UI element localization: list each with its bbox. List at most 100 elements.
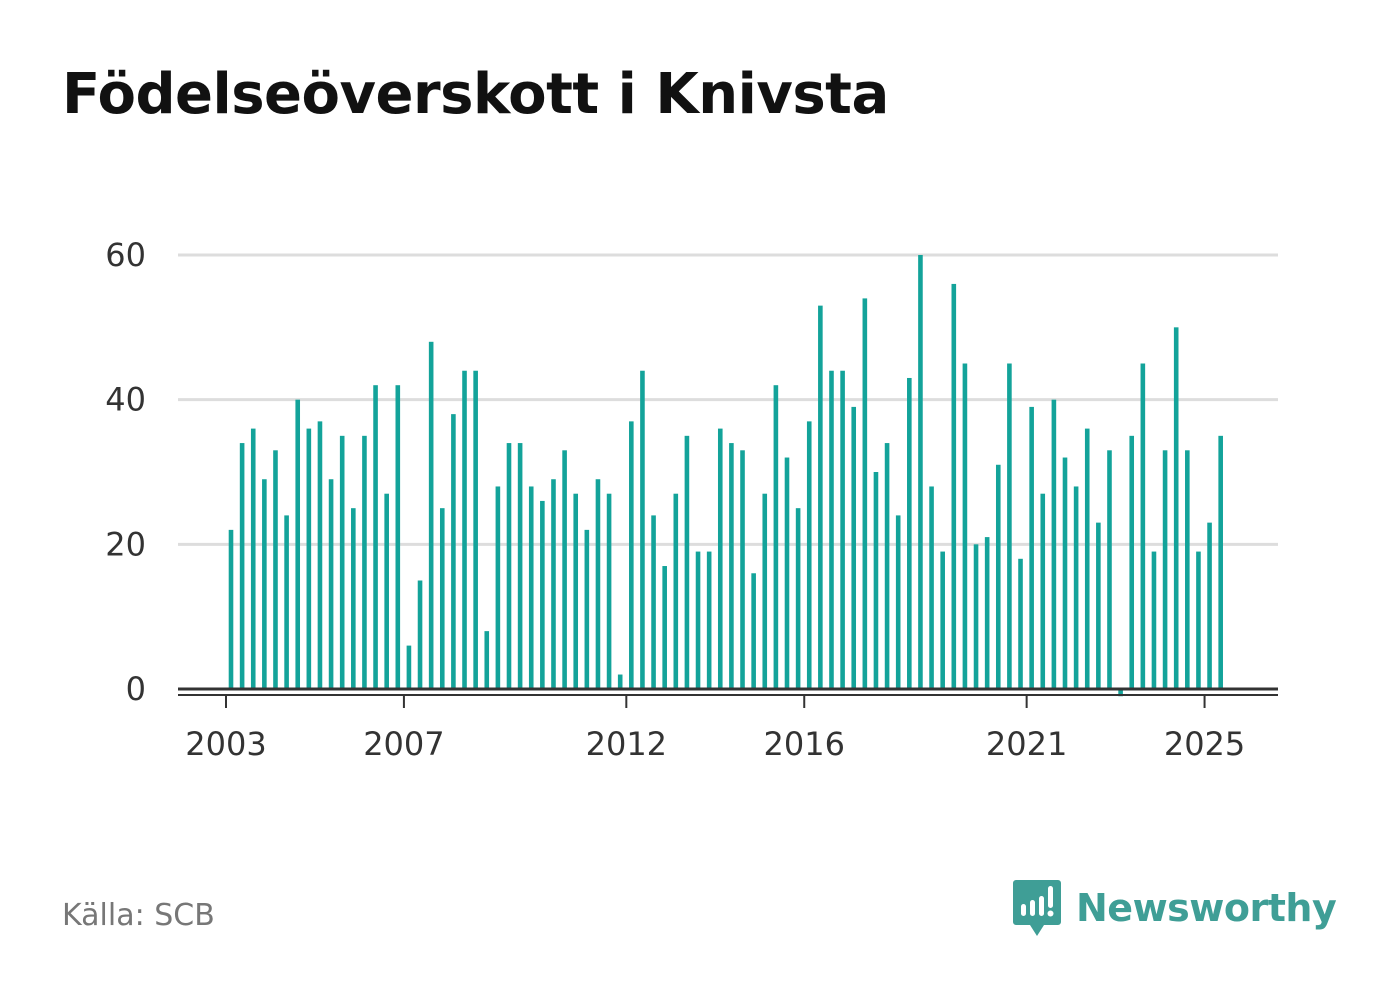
x-tick-label: 2007 (363, 725, 444, 763)
source-note: Källa: SCB (62, 898, 215, 933)
bar (1051, 399, 1057, 689)
bar (751, 573, 756, 689)
bar (1073, 486, 1079, 689)
bar (351, 508, 356, 689)
axes (178, 687, 1278, 696)
bar (962, 363, 968, 689)
bar (740, 450, 745, 689)
bar (1185, 450, 1190, 689)
bar (495, 486, 501, 689)
bar (851, 406, 857, 689)
bar (1140, 363, 1146, 689)
brand-logo: Newsworthy (1012, 878, 1337, 938)
bar (662, 566, 667, 689)
bar (1151, 551, 1157, 689)
bar (617, 674, 623, 689)
bar (506, 443, 512, 689)
bar (984, 537, 990, 689)
bar (684, 435, 690, 689)
bar (439, 508, 445, 689)
bar (562, 450, 567, 689)
y-tick-labels: 0 20 40 60 (105, 236, 146, 708)
bar (1129, 435, 1135, 689)
bar (395, 385, 401, 689)
bar (829, 370, 834, 689)
bar (1018, 558, 1023, 689)
bar (462, 370, 467, 689)
bar (862, 298, 868, 689)
bar (384, 493, 389, 689)
y-tick-label: 0 (126, 670, 146, 708)
bar (451, 414, 456, 689)
y-tick-label: 40 (105, 381, 146, 419)
bar (484, 631, 490, 689)
x-tick-label: 2021 (986, 725, 1067, 763)
bar (784, 457, 790, 689)
bar (1218, 435, 1223, 689)
bar (918, 255, 923, 689)
newsworthy-logo-icon (1013, 880, 1061, 936)
bar (695, 551, 701, 689)
bar (929, 486, 934, 689)
bar (295, 399, 301, 689)
bar (228, 529, 234, 689)
bar (1107, 450, 1112, 689)
y-tick-label: 20 (105, 525, 146, 563)
bar (873, 472, 879, 689)
bar (973, 544, 979, 689)
bar (250, 428, 256, 689)
bar (651, 515, 656, 689)
bar (573, 493, 579, 689)
bar (428, 341, 434, 689)
bar (262, 479, 267, 689)
x-tick-label: 2016 (764, 725, 845, 763)
bar (806, 421, 812, 689)
bar (306, 428, 312, 689)
bar (551, 479, 556, 689)
bar (606, 493, 612, 689)
bar (1196, 551, 1201, 689)
bar (1062, 457, 1068, 689)
x-tick-label: 2012 (586, 725, 667, 763)
bar (1207, 522, 1212, 689)
x-tick-label: 2003 (185, 725, 266, 763)
bar (729, 443, 734, 689)
bar (406, 645, 412, 689)
bar (1096, 522, 1101, 689)
bar (284, 515, 289, 689)
bar (1084, 428, 1090, 689)
bar (328, 479, 334, 689)
bar (940, 551, 945, 689)
bar (951, 283, 957, 689)
bar (1040, 493, 1046, 689)
bar (1162, 450, 1168, 689)
bar (818, 305, 823, 689)
bar (417, 580, 423, 689)
bar (339, 435, 345, 689)
grid-lines (178, 253, 1278, 546)
bar (1029, 406, 1034, 689)
bar (317, 421, 323, 689)
bar (373, 385, 378, 689)
bar (717, 428, 723, 689)
bar (540, 500, 545, 689)
bar (884, 443, 890, 689)
bar (362, 435, 367, 689)
bar (595, 479, 601, 689)
chart-title: Födelseöverskott i Knivsta (62, 62, 889, 127)
bar (795, 508, 801, 689)
bar (273, 450, 278, 689)
brand-name: Newsworthy (1076, 886, 1337, 930)
bar (895, 515, 901, 689)
bar (907, 377, 912, 689)
bar (673, 493, 679, 689)
bar (473, 370, 478, 689)
bar (640, 370, 645, 689)
bar (528, 486, 534, 689)
x-tick-labels: 2003 2007 2012 2016 2021 2025 (185, 695, 1245, 763)
bar (1118, 689, 1123, 697)
bar (762, 493, 768, 689)
bar (706, 551, 712, 689)
bar (995, 464, 1001, 689)
